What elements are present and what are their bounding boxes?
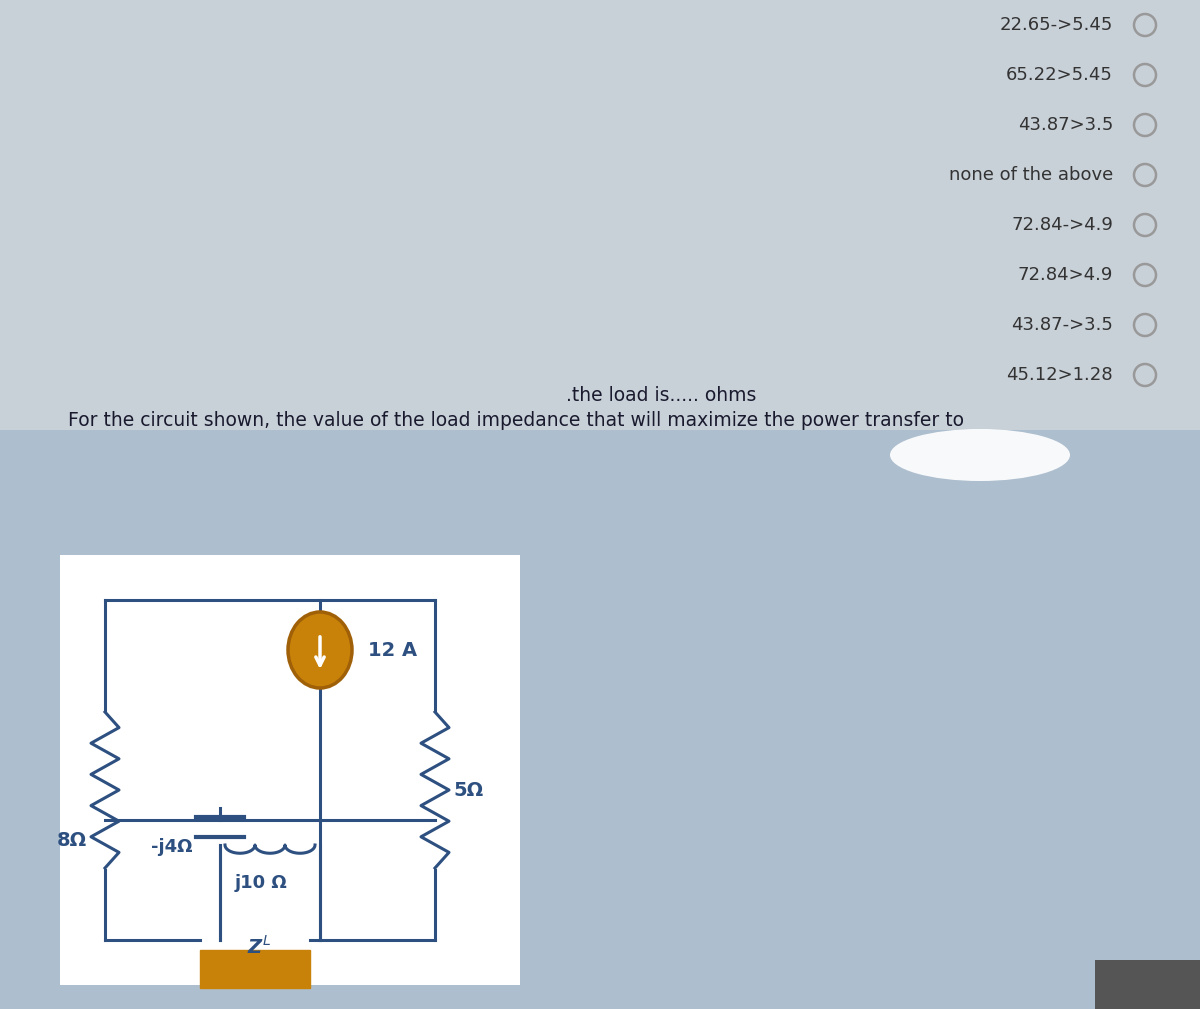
Text: 43.87>3.5: 43.87>3.5 (1018, 116, 1114, 134)
Bar (60, 555, 520, 985)
Text: Z: Z (248, 938, 262, 957)
Text: 8Ω: 8Ω (56, 830, 88, 850)
Text: 12 A: 12 A (368, 641, 418, 660)
Text: .the load is..... ohms: .the load is..... ohms (68, 386, 756, 405)
Text: 72.84->4.9: 72.84->4.9 (1012, 216, 1114, 234)
Bar (0, 0, 1200, 430)
Ellipse shape (890, 429, 1070, 481)
Text: 65.22>5.45: 65.22>5.45 (1006, 66, 1114, 84)
Text: 22.65->5.45: 22.65->5.45 (1000, 16, 1114, 34)
Text: For the circuit shown, the value of the load impedance that will maximize the po: For the circuit shown, the value of the … (68, 411, 964, 430)
Text: -j4Ω: -j4Ω (150, 838, 192, 856)
Text: none of the above: none of the above (949, 166, 1114, 184)
Text: L: L (263, 934, 271, 948)
Ellipse shape (288, 612, 352, 688)
Text: j10 Ω: j10 Ω (235, 874, 288, 892)
Text: 72.84>4.9: 72.84>4.9 (1018, 266, 1114, 284)
Bar (200, 950, 310, 988)
Text: 5Ω: 5Ω (454, 781, 484, 799)
Text: 43.87->3.5: 43.87->3.5 (1012, 316, 1114, 334)
Bar (0, 430, 1200, 1009)
Bar (1096, 960, 1200, 1009)
Text: 45.12>1.28: 45.12>1.28 (1007, 366, 1114, 384)
